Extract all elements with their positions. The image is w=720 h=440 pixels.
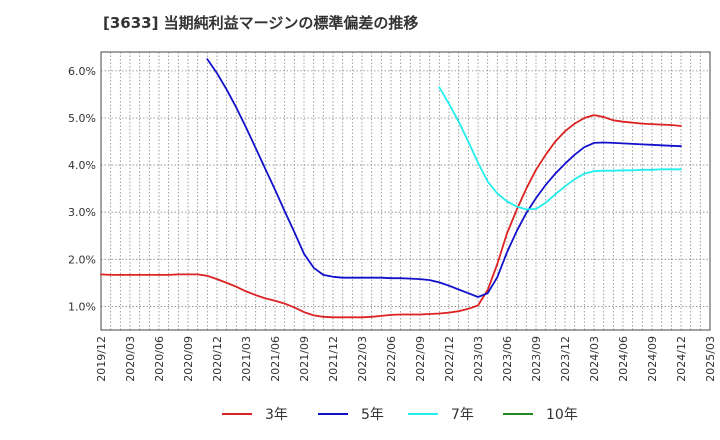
x-tick-label: 2021/06: [269, 336, 282, 382]
x-tick-label: 2024/03: [588, 336, 601, 382]
x-tick-label: 2020/06: [153, 336, 166, 382]
legend-label: 7年: [451, 407, 474, 423]
y-tick-label: 3.0%: [68, 206, 96, 219]
y-tick-label: 6.0%: [68, 65, 96, 78]
x-tick-label: 2023/06: [501, 336, 514, 382]
x-tick-label: 2023/03: [472, 336, 485, 382]
x-tick-label: 2023/12: [559, 336, 572, 382]
x-tick-label: 2024/09: [646, 336, 659, 382]
legend: 3年 5年 7年 10年: [222, 407, 578, 423]
x-tick-label: 2023/09: [530, 336, 543, 382]
grid-lines: [100, 52, 711, 330]
legend-label: 5年: [361, 407, 384, 423]
x-tick-label: 2020/09: [182, 336, 195, 382]
x-tick-label: 2025/03: [704, 336, 717, 382]
y-tick-label: 5.0%: [68, 112, 96, 125]
x-tick-label: 2024/12: [675, 336, 688, 382]
x-axis-tick-labels: 2019/12 2020/03 2020/06 2020/09 2020/12 2021/…: [95, 336, 717, 382]
series-line-3年: [100, 114, 682, 319]
x-tick-label: 2022/12: [443, 336, 456, 382]
x-tick-label: 2022/06: [385, 336, 398, 382]
series-line-5年: [206, 58, 682, 298]
plot-frame: [100, 51, 711, 331]
legend-label: 10年: [546, 407, 578, 423]
x-tick-label: 2020/12: [211, 336, 224, 382]
series-line-7年: [438, 86, 682, 211]
x-tick-label: 2020/03: [124, 336, 137, 382]
y-tick-label: 1.0%: [68, 300, 96, 313]
x-tick-label: 2024/06: [617, 336, 630, 382]
chart-title: [3633] 当期純利益マージンの標準偏差の推移: [103, 14, 419, 32]
plot-area-border: [100, 51, 711, 331]
x-tick-label: 2022/09: [414, 336, 427, 382]
x-tick-label: 2019/12: [95, 336, 108, 382]
y-tick-label: 4.0%: [68, 159, 96, 172]
x-tick-label: 2022/03: [356, 336, 369, 382]
legend-label: 3年: [265, 407, 288, 423]
series-lines: [100, 58, 682, 319]
y-axis-tick-labels: 1.0% 2.0% 3.0% 4.0% 5.0% 6.0%: [68, 65, 96, 314]
x-tick-label: 2021/12: [327, 336, 340, 382]
x-tick-label: 2021/03: [240, 336, 253, 382]
x-tick-label: 2021/09: [298, 336, 311, 382]
y-tick-label: 2.0%: [68, 253, 96, 266]
